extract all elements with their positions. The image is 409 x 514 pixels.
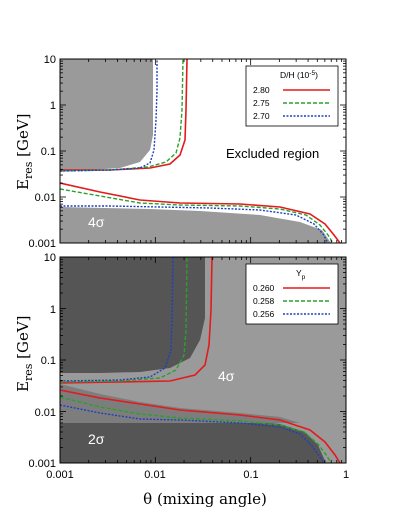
top-4sigma-region-lower [60, 207, 331, 243]
bottom-annotation-4sigma: 4σ [218, 368, 235, 384]
bottom-series-0.258-lower [60, 396, 332, 463]
x-axis-label: θ (mixing angle) [143, 490, 267, 508]
top-ytick-0.1: 0.1 [41, 146, 56, 158]
top-annotation-4sigma: 4σ [88, 214, 105, 230]
top-panel: D/H (10-5) 2.80 2.75 2.70 Excluded regio… [14, 54, 347, 250]
bottom-xtick-0.001: 0.001 [46, 469, 74, 481]
bottom-legend-title: Yp [296, 268, 306, 281]
bottom-series-0.258-upper [60, 257, 188, 383]
top-legend: D/H (10-5) 2.80 2.75 2.70 [245, 65, 339, 127]
bottom-xtick-0.1: 0.1 [243, 469, 258, 481]
top-series-2.75-lower [60, 188, 334, 243]
top-ytick-10: 10 [44, 54, 56, 66]
bottom-ytick-0.01: 0.01 [35, 407, 56, 419]
bottom-legend-label-0: 0.260 [253, 283, 275, 293]
top-ytick-1: 1 [50, 100, 56, 112]
bottom-annotation-2sigma: 2σ [88, 431, 105, 447]
bottom-series-0.260-upper [60, 257, 213, 384]
top-series-2.70-lower [60, 205, 329, 243]
top-legend-label-2: 2.70 [253, 111, 270, 121]
top-tick-marks [59, 59, 346, 244]
bottom-series-0.256-upper [60, 257, 174, 382]
top-4sigma-region-upper [60, 59, 153, 170]
top-ytick-0.001: 0.001 [28, 238, 56, 250]
top-ytick-0.01: 0.01 [35, 192, 56, 204]
bottom-legend-label-2: 0.256 [253, 309, 275, 319]
bottom-ytick-10: 10 [44, 252, 56, 264]
top-annotation-excluded-region: Excluded region [226, 146, 319, 161]
bottom-2sigma-region-upper [60, 257, 205, 373]
top-series-2.70-upper [60, 59, 158, 172]
bottom-legend: Yp 0.260 0.258 0.256 [245, 263, 339, 325]
bottom-legend-label-1: 0.258 [253, 296, 275, 306]
top-series-2.80-lower [60, 182, 341, 243]
top-legend-title: D/H (10-5) [280, 70, 318, 80]
bottom-ytick-0.001: 0.001 [28, 458, 56, 470]
bottom-panel: Yp 0.260 0.258 0.256 4σ 2σ 10 1 0.1 0.01… [14, 252, 349, 508]
bottom-y-ticks: 10 1 0.1 0.01 0.001 [28, 252, 56, 470]
top-legend-label-1: 2.75 [253, 98, 270, 108]
bottom-xtick-1: 1 [343, 469, 349, 481]
bottom-series-0.256-lower [60, 404, 325, 463]
bottom-x-ticks: 0.001 0.01 0.1 1 [46, 469, 349, 481]
bottom-ytick-1: 1 [50, 304, 56, 316]
bottom-ytick-0.1: 0.1 [41, 355, 56, 367]
bottom-xtick-0.01: 0.01 [144, 469, 165, 481]
top-legend-label-0: 2.80 [253, 85, 270, 95]
bottom-y-axis-label: Eres [GeV] [14, 315, 35, 392]
top-y-ticks: 10 1 0.1 0.01 0.001 [28, 54, 56, 250]
bottom-4sigma-strip [60, 384, 300, 423]
bottom-series-0.260-lower [60, 389, 341, 463]
bottom-tick-marks [59, 257, 346, 464]
top-y-axis-label: Eres [GeV] [14, 113, 35, 190]
